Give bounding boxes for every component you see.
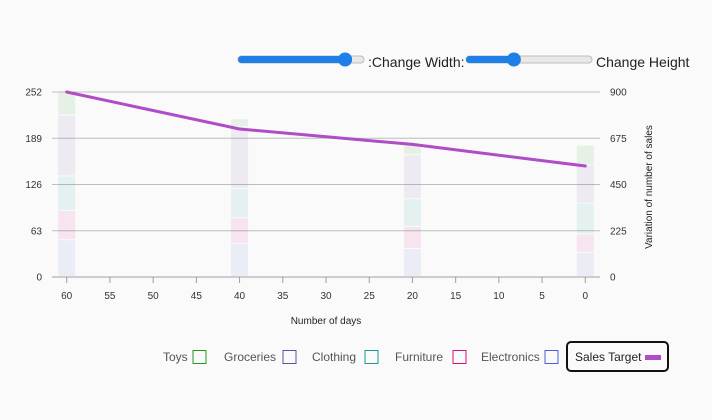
legend: Toys Groceries Clothing Furniture Electronic… bbox=[163, 341, 669, 372]
bar-toys[interactable] bbox=[58, 92, 76, 115]
bar-clothing[interactable] bbox=[58, 176, 76, 210]
legend-label: Sales Target bbox=[575, 350, 642, 364]
width-slider-label: :Change Width: bbox=[368, 54, 465, 70]
legend-swatch bbox=[364, 350, 379, 364]
x-axis-title: Number of days bbox=[291, 316, 362, 327]
y-axis-right-title: Variation of number of sales bbox=[644, 125, 655, 249]
y-tick-right: 0 bbox=[610, 273, 616, 284]
x-tick-label: 30 bbox=[320, 291, 332, 302]
bar-furniture[interactable] bbox=[576, 234, 594, 252]
x-tick-label: 50 bbox=[148, 291, 160, 302]
x-tick-label: 5 bbox=[539, 291, 545, 302]
sales-target-point[interactable] bbox=[65, 90, 69, 94]
x-tick-label: 40 bbox=[234, 291, 246, 302]
y-tick-left: 189 bbox=[25, 134, 42, 145]
x-tick-label: 35 bbox=[277, 291, 289, 302]
legend-label: Toys bbox=[163, 350, 188, 364]
width-slider-thumb[interactable] bbox=[338, 52, 353, 67]
bar-furniture[interactable] bbox=[403, 227, 421, 249]
bar-clothing[interactable] bbox=[576, 203, 594, 234]
y-tick-right: 225 bbox=[610, 226, 627, 237]
width-slider-fill bbox=[238, 56, 346, 63]
x-tick-label: 25 bbox=[364, 291, 376, 302]
bar-electronics[interactable] bbox=[576, 252, 594, 276]
legend-label: Groceries bbox=[224, 350, 276, 364]
bar-groceries[interactable] bbox=[58, 115, 76, 176]
y-tick-right: 900 bbox=[610, 88, 627, 99]
x-tick-label: 55 bbox=[104, 291, 116, 302]
sales-target-line[interactable] bbox=[66, 90, 586, 168]
bar-groceries[interactable] bbox=[576, 165, 594, 203]
bar-electronics[interactable] bbox=[231, 243, 249, 276]
legend-swatch bbox=[645, 355, 661, 360]
legend-swatch bbox=[452, 350, 467, 364]
legend-item-groceries[interactable]: Groceries bbox=[224, 350, 297, 364]
y-tick-left: 0 bbox=[36, 273, 42, 284]
height-slider-label: Change Height bbox=[596, 54, 690, 70]
legend-label: Furniture bbox=[395, 350, 443, 364]
y-tick-left: 252 bbox=[25, 88, 42, 99]
bar-furniture[interactable] bbox=[231, 218, 249, 243]
legend-item-toys[interactable]: Toys bbox=[163, 350, 207, 364]
y-tick-left: 63 bbox=[31, 226, 43, 237]
x-tick-label: 45 bbox=[191, 291, 203, 302]
height-slider[interactable] bbox=[465, 52, 593, 67]
bar-toys[interactable] bbox=[576, 145, 594, 165]
legend-label: Electronics bbox=[481, 350, 540, 364]
grid-lines bbox=[52, 91, 600, 278]
legend-item-furniture[interactable]: Furniture bbox=[395, 350, 467, 364]
legend-swatch bbox=[544, 350, 559, 364]
sales-target-point[interactable] bbox=[583, 164, 587, 168]
y-tick-left: 126 bbox=[25, 180, 42, 191]
bar-clothing[interactable] bbox=[231, 188, 249, 218]
legend-label: Clothing bbox=[312, 350, 356, 364]
width-slider[interactable] bbox=[237, 52, 365, 67]
bar-series bbox=[58, 92, 594, 276]
height-slider-thumb[interactable] bbox=[506, 52, 521, 67]
bar-toys[interactable] bbox=[403, 144, 421, 155]
bar-groceries[interactable] bbox=[231, 127, 249, 188]
x-tick-label: 10 bbox=[493, 291, 505, 302]
legend-item-electronics[interactable]: Electronics bbox=[481, 350, 559, 364]
sales-target-point[interactable] bbox=[238, 127, 242, 131]
x-tick-label: 60 bbox=[61, 291, 73, 302]
bar-furniture[interactable] bbox=[58, 210, 76, 240]
legend-highlight-border bbox=[566, 341, 669, 372]
sales-target-point[interactable] bbox=[410, 142, 414, 146]
bar-clothing[interactable] bbox=[403, 199, 421, 227]
legend-item-clothing[interactable]: Clothing bbox=[312, 350, 379, 364]
x-tick-label: 20 bbox=[407, 291, 419, 302]
legend-item-sales-target[interactable]: Sales Target bbox=[566, 341, 669, 372]
bar-toys[interactable] bbox=[231, 119, 249, 127]
x-tick-label: 15 bbox=[450, 291, 462, 302]
bar-groceries[interactable] bbox=[403, 155, 421, 199]
y-tick-right: 450 bbox=[610, 180, 627, 191]
legend-swatch bbox=[192, 350, 207, 364]
y-tick-right: 675 bbox=[610, 134, 627, 145]
bar-electronics[interactable] bbox=[58, 240, 76, 276]
height-slider-fill bbox=[466, 56, 514, 63]
line-series bbox=[65, 90, 587, 168]
bar-electronics[interactable] bbox=[403, 249, 421, 276]
x-tick-label: 0 bbox=[583, 291, 589, 302]
legend-swatch bbox=[282, 350, 297, 364]
